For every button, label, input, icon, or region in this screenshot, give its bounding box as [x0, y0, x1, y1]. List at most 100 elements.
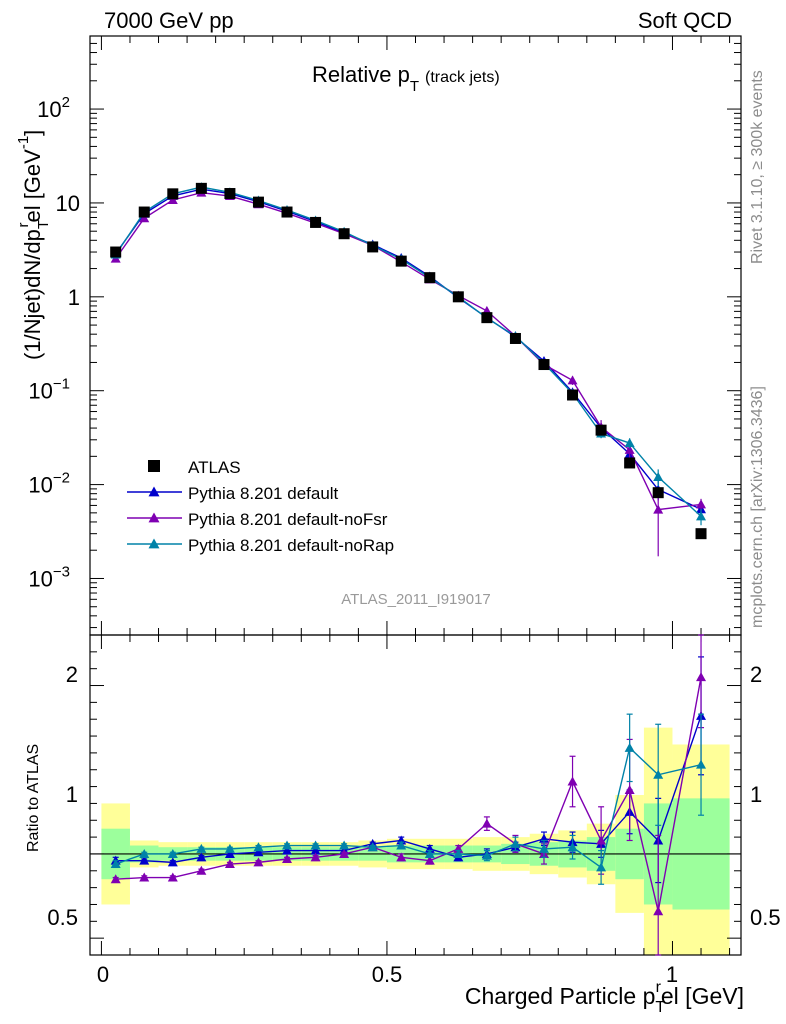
atlas-data-marker [538, 359, 550, 371]
ratio-series-marker [224, 859, 235, 869]
ratio-series-marker [481, 818, 492, 828]
ratio-series-marker [139, 848, 150, 858]
main-ytick-label: 10 [56, 191, 80, 216]
atlas-data-marker [367, 241, 379, 253]
ratio-series-marker [310, 840, 321, 850]
atlas-data-marker [424, 272, 436, 284]
ratio-series-marker [167, 872, 178, 882]
ratio-ytick-05-left: 0.5 [47, 905, 78, 930]
ratio-series-marker [567, 776, 578, 786]
ratio-series-marker [596, 862, 607, 872]
ratio-series-marker [367, 842, 378, 852]
atlas-data-marker [281, 206, 293, 218]
ratio-ytick-05-right: 0.5 [750, 905, 781, 930]
main-ytick-label: 102 [37, 94, 70, 122]
ratio-plot-frame [89, 634, 742, 956]
header-right: Soft QCD [638, 8, 732, 33]
ratio-series-marker [624, 784, 635, 794]
legend-marker [148, 512, 160, 523]
main-ytick-label: 10−3 [28, 563, 70, 591]
ratio-series-marker [339, 840, 350, 850]
ratio-series-marker [339, 848, 350, 858]
atlas-data-marker [652, 487, 664, 499]
ratio-series-marker [596, 835, 607, 845]
side-label-bottom: mcplots.cern.ch [arXiv:1306.3436] [749, 386, 766, 628]
main-series-marker [696, 511, 707, 521]
ratio-series-marker [167, 857, 178, 867]
main-series-marker [653, 471, 664, 481]
atlas-data-marker [509, 332, 521, 344]
ratio-ytick-2-right: 2 [750, 662, 762, 687]
atlas-data-marker [695, 528, 707, 540]
atlas-data-marker [110, 246, 122, 258]
ratio-series-marker [696, 759, 707, 769]
main-ylabel: (1/Njet)dN/dpTrel [GeV-1] [15, 130, 52, 360]
analysis-id: ATLAS_2011_I919017 [341, 591, 491, 608]
x-axis-label: Charged Particle pTrel [GeV] [465, 979, 744, 1016]
ratio-series-marker [396, 852, 407, 862]
main-series-marker [624, 438, 635, 448]
xtick-0: 0 [97, 962, 109, 987]
legend: ATLAS Pythia 8.201 default Pythia 8.201 de… [127, 458, 394, 555]
ratio-series-marker [282, 840, 293, 850]
atlas-data-marker [624, 457, 636, 469]
main-plot-series [110, 182, 707, 557]
atlas-data-marker [138, 206, 150, 218]
atlas-data-marker [595, 424, 607, 436]
ratio-series-marker [253, 857, 264, 867]
legend-label: Pythia 8.201 default-noFsr [188, 510, 388, 529]
side-label-top: Rivet 3.1.10, ≥ 300k events [749, 70, 766, 264]
ratio-series-marker [253, 842, 264, 852]
xtick-1: 1 [666, 962, 678, 987]
ratio-series-marker [110, 874, 121, 884]
legend-label: ATLAS [188, 458, 241, 477]
main-ytick-label: 10−1 [28, 376, 70, 404]
xtick-05: 0.5 [372, 962, 403, 987]
legend-label: Pythia 8.201 default [188, 484, 339, 503]
atlas-data-marker [167, 188, 179, 200]
ratio-series-marker [510, 838, 521, 848]
header-left: 7000 GeV pp [104, 8, 234, 33]
atlas-data-marker [224, 188, 236, 200]
main-ytick-label: 10−2 [28, 470, 70, 498]
atlas-data-marker [310, 216, 322, 228]
main-series-marker [624, 444, 635, 454]
ratio-series-marker [196, 843, 207, 853]
legend-marker-atlas [148, 460, 160, 472]
ratio-series-marker [481, 850, 492, 860]
legend-marker [148, 486, 160, 497]
atlas-data-marker [481, 312, 493, 324]
main-series-marker [139, 213, 150, 223]
atlas-data-marker [252, 196, 264, 208]
main-series-marker [696, 499, 707, 509]
ratio-plot-series [110, 634, 707, 956]
main-ytick-labels: 102 10 1 10−1 10−2 10−3 [28, 94, 80, 591]
ratio-series-marker [253, 847, 264, 857]
main-series-marker [567, 375, 578, 385]
ratio-series-marker [282, 845, 293, 855]
ratio-series-marker [224, 848, 235, 858]
ratio-series-marker [396, 840, 407, 850]
ratio-series-marker [538, 843, 549, 853]
main-series-marker [167, 194, 178, 204]
atlas-data-marker [395, 255, 407, 267]
ratio-series-marker [196, 852, 207, 862]
ratio-series-marker [310, 845, 321, 855]
atlas-data-marker [195, 182, 207, 194]
ratio-series-marker [110, 859, 121, 869]
ratio-series-marker [139, 855, 150, 865]
ratio-series-marker [424, 855, 435, 865]
ratio-series-marker [567, 842, 578, 852]
ratio-ytick-1-right: 1 [750, 782, 762, 807]
atlas-data-marker [567, 389, 579, 401]
legend-marker [148, 538, 160, 549]
ratio-series-marker [624, 742, 635, 752]
main-ytick-label: 1 [68, 285, 80, 310]
ratio-ytick-2-left: 2 [66, 662, 78, 687]
legend-label: Pythia 8.201 default-noRap [188, 536, 394, 555]
ratio-series-marker [224, 843, 235, 853]
ratio-series-marker [696, 672, 707, 682]
ratio-ylabel: Ratio to ATLAS [25, 744, 42, 852]
ratio-series-marker [453, 848, 464, 858]
